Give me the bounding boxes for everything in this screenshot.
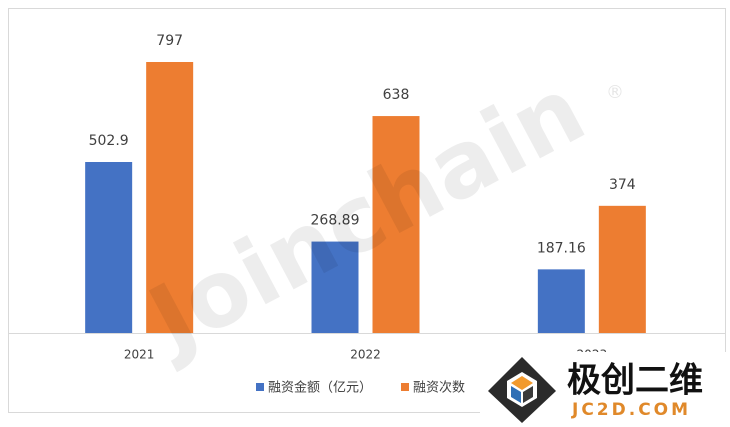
bar bbox=[537, 269, 585, 333]
logo-icon-right bbox=[523, 386, 533, 403]
bar bbox=[85, 162, 133, 333]
plot-area: 2021502.97972022268.896382023187.16374融资… bbox=[8, 33, 725, 396]
x-tick-label: 2021 bbox=[124, 348, 155, 362]
bar bbox=[146, 62, 194, 333]
logo: 极创二维 JC2D.COM bbox=[480, 352, 730, 423]
value-label: 638 bbox=[383, 87, 410, 103]
legend-label: 融资次数 bbox=[413, 380, 465, 396]
value-label: 187.16 bbox=[537, 240, 586, 256]
legend-swatch bbox=[401, 383, 409, 391]
bar bbox=[372, 116, 420, 333]
value-label: 268.89 bbox=[311, 213, 360, 229]
legend-swatch bbox=[256, 383, 264, 391]
value-label: 502.9 bbox=[89, 133, 129, 149]
bar bbox=[598, 205, 646, 333]
x-tick-label: 2022 bbox=[350, 348, 381, 362]
bar bbox=[311, 241, 359, 333]
legend-label: 融资金额（亿元） bbox=[268, 380, 372, 396]
logo-subtitle: JC2D.COM bbox=[571, 400, 691, 420]
logo-title: 极创二维 bbox=[567, 361, 703, 401]
logo-icon-top bbox=[511, 376, 533, 390]
value-label: 797 bbox=[156, 33, 183, 49]
watermark-mark: ® bbox=[606, 82, 624, 103]
value-label: 374 bbox=[609, 177, 636, 193]
logo-icon-left bbox=[511, 386, 521, 403]
